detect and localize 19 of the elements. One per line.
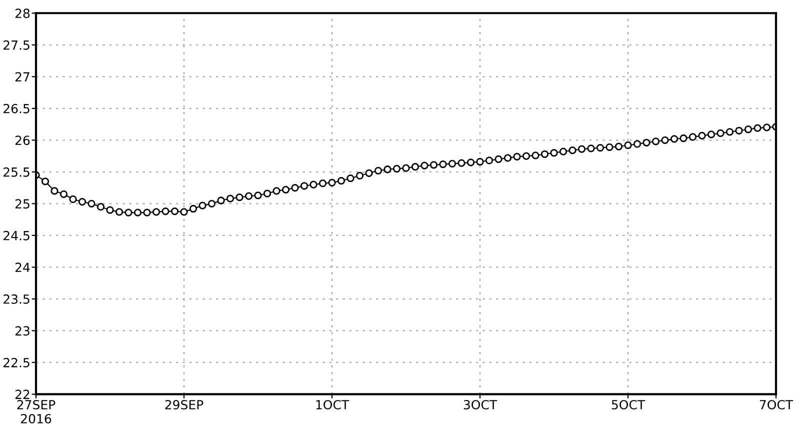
y-tick-label: 26: [15, 136, 30, 146]
y-tick-label: 27: [15, 72, 30, 82]
x-tick-label: 27SEP 2016: [17, 400, 56, 424]
y-tick-label: 25.5: [4, 167, 30, 177]
y-tick-label: 23.5: [4, 294, 30, 304]
y-tick-label: 26.5: [4, 104, 30, 114]
y-tick-label: 24.5: [4, 230, 30, 240]
y-tick-label: 25: [15, 199, 30, 209]
y-tick-label: 22: [15, 390, 30, 399]
y-tick-label: 24: [15, 262, 30, 272]
x-tick-label: 3OCT: [464, 400, 498, 410]
x-tick-label: 29SEP: [165, 400, 204, 410]
y-tick-label: 27.5: [4, 40, 30, 50]
x-tick-label: 1OCT: [316, 400, 350, 410]
y-tick-label: 28: [15, 8, 30, 18]
x-tick-label: 7OCT: [760, 400, 794, 410]
x-tick-label: 5OCT: [612, 400, 646, 410]
y-tick-label: 23: [15, 326, 30, 336]
y-tick-label: 22.5: [4, 358, 30, 368]
